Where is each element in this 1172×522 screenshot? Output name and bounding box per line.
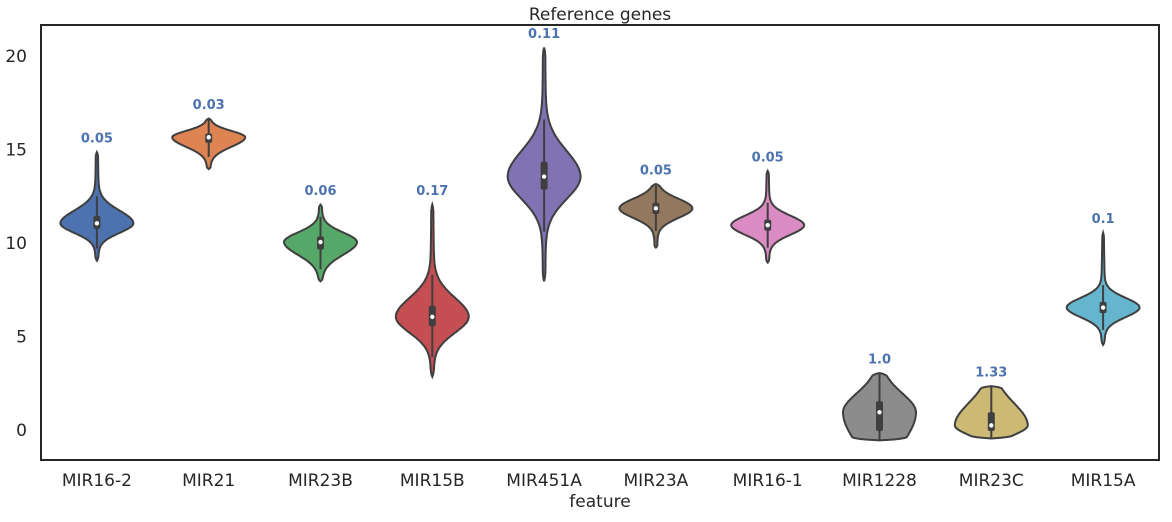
median-dot bbox=[94, 221, 100, 226]
iqr-box bbox=[987, 412, 995, 431]
annotation: 0.11 bbox=[528, 27, 560, 42]
median-dot bbox=[206, 135, 211, 140]
annotation: 0.17 bbox=[416, 184, 448, 199]
annotation: 0.06 bbox=[304, 184, 336, 199]
x-tick-label: MIR15A bbox=[1071, 471, 1136, 491]
median-dot bbox=[541, 174, 547, 179]
y-tick-label: 15 bbox=[5, 140, 27, 160]
x-tick-label: MIR21 bbox=[182, 471, 235, 491]
x-tick-label: MIR23C bbox=[959, 471, 1024, 491]
median-dot bbox=[318, 239, 323, 245]
x-tick-label: MIR16-2 bbox=[62, 471, 132, 491]
annotation: 1.0 bbox=[868, 353, 891, 368]
y-tick-label: 10 bbox=[5, 234, 27, 254]
x-tick-label: MIR16-1 bbox=[733, 471, 803, 491]
median-dot bbox=[430, 314, 435, 320]
median-dot bbox=[877, 410, 882, 415]
annotation: 0.05 bbox=[640, 164, 672, 179]
annotation: 0.05 bbox=[81, 132, 113, 147]
median-dot bbox=[765, 222, 770, 228]
y-tick-label: 5 bbox=[16, 327, 27, 347]
y-tick-label: 20 bbox=[5, 47, 27, 67]
x-axis-label: feature bbox=[569, 492, 630, 512]
y-tick-label: 0 bbox=[16, 421, 27, 441]
annotation: 1.33 bbox=[975, 366, 1007, 381]
x-tick-label: MIR15B bbox=[400, 471, 465, 491]
chart-title: Reference genes bbox=[529, 5, 671, 25]
x-tick-label: MIR23B bbox=[288, 471, 353, 491]
x-tick-label: MIR451A bbox=[506, 471, 582, 491]
annotation: 0.03 bbox=[193, 98, 225, 113]
plot-frame bbox=[40, 24, 1160, 461]
iqr-box bbox=[876, 401, 883, 431]
median-dot bbox=[989, 423, 994, 428]
x-tick-label: MIR1228 bbox=[842, 471, 917, 491]
x-tick-label: MIR23A bbox=[624, 471, 689, 491]
annotation: 0.1 bbox=[1092, 212, 1115, 227]
median-dot bbox=[653, 206, 659, 211]
annotation: 0.05 bbox=[752, 150, 784, 165]
median-dot bbox=[1100, 305, 1106, 310]
